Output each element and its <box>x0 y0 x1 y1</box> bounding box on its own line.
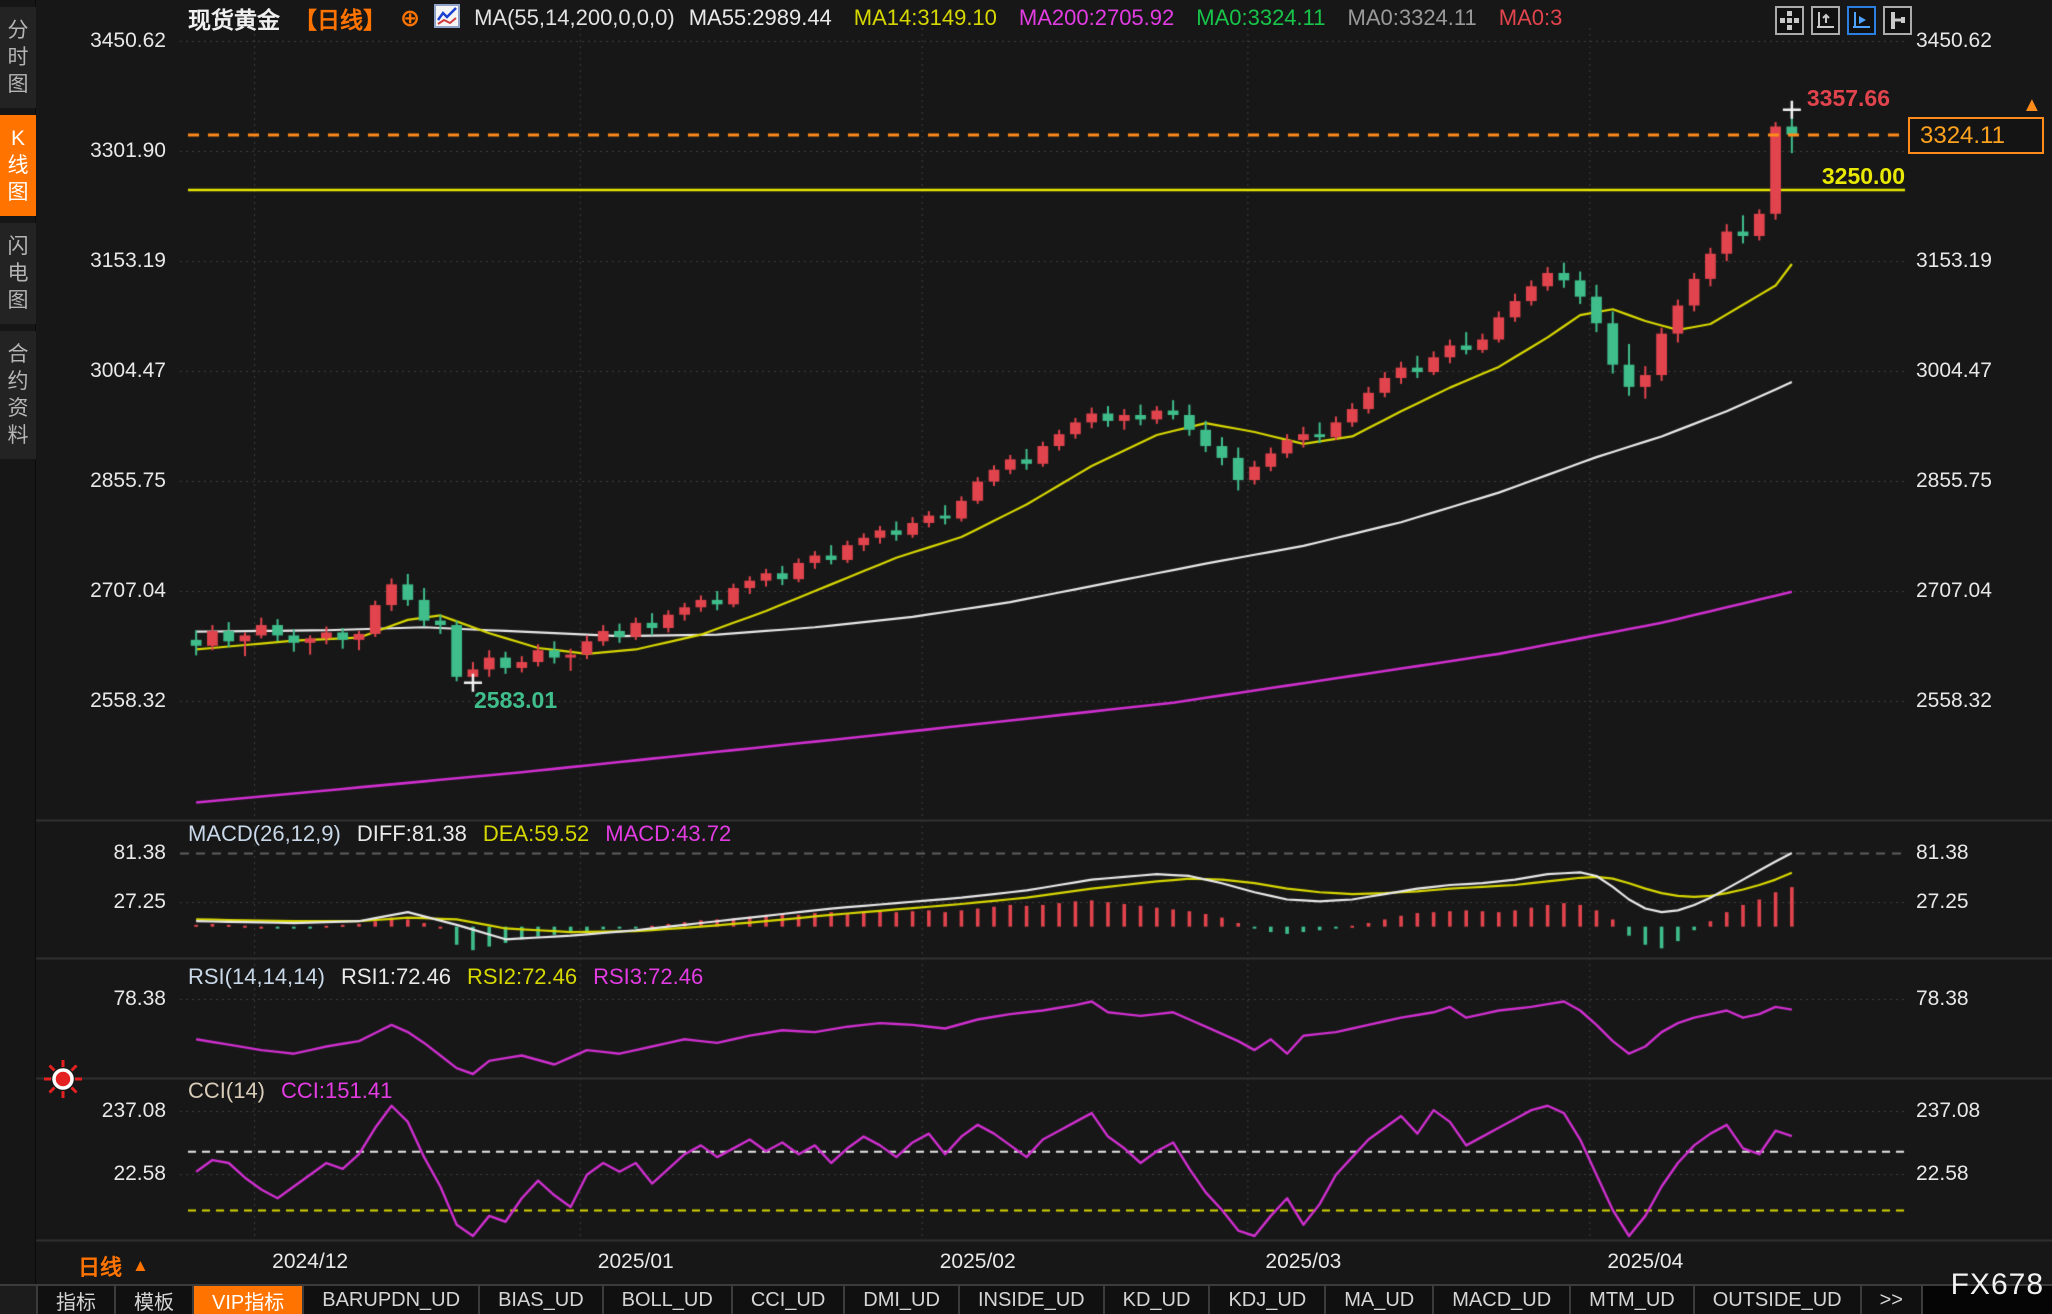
axis-tick-label: 3153.19 <box>90 248 166 272</box>
period-selector-label: 日线 <box>78 1255 123 1280</box>
sidebar-tab[interactable]: 闪电图 <box>0 223 36 324</box>
axis-tick-label: 3301.90 <box>90 139 166 162</box>
toolbar-tab[interactable]: CCI_UD <box>732 1286 846 1314</box>
axis-tick-label: 78.38 <box>1916 987 1969 1010</box>
sidebar-tab[interactable]: 分时图 <box>0 7 36 108</box>
rsi-panel-header: RSI(14,14,14) RSI1:72.46 RSI2:72.46 RSI3… <box>188 964 703 990</box>
axis-tick-label: 2558.32 <box>90 689 166 712</box>
rsi3-value: RSI3:72.46 <box>593 964 704 989</box>
ma-value: MA0:3 <box>1498 5 1563 30</box>
macd-panel-header: MACD(26,12,9) DIFF:81.38 DEA:59.52 MACD:… <box>188 821 731 847</box>
toolbar-tab[interactable]: MA_UD <box>1326 1286 1435 1314</box>
indicator-params: MA(55,14,200,0,0,0) <box>474 5 675 30</box>
axis-tick-label: 3004.47 <box>90 359 166 382</box>
macd-title: MACD(26,12,9) <box>188 821 341 846</box>
dock-price-icon[interactable] <box>1883 6 1912 35</box>
axis-tick-label: 237.08 <box>1916 1099 1981 1122</box>
macd-diff-value: DIFF:81.38 <box>356 821 467 846</box>
cci-panel-header: CCI(14) CCI:151.41 <box>188 1078 392 1104</box>
ma-values: MA55:2989.44 MA14:3149.10 MA200:2705.92 MA0… <box>689 5 1563 31</box>
chevron-up-icon: ▲ <box>132 1256 149 1275</box>
toolbar-tab[interactable]: MACD_UD <box>1434 1286 1572 1314</box>
macd-dea-value: DEA:59.52 <box>482 821 590 846</box>
axis-zoom-active-icon[interactable] <box>1847 6 1876 35</box>
time-axis-label: 2025/02 <box>939 1250 1016 1273</box>
high-price-annotation: 3357.66 <box>1806 85 1890 111</box>
indicator-toolbar: 指标 模板 VIP指标 BARUPDN_UD BIAS_UD BOLL_UD CCI_UD D… <box>0 1284 2052 1314</box>
brand-watermark: FX678 <box>1950 1268 2044 1301</box>
axis-tick-label: 3450.62 <box>90 29 166 52</box>
toolbar-tab[interactable]: BOLL_UD <box>603 1286 733 1314</box>
ma-value: MA14:3149.10 <box>853 5 997 30</box>
toolbar-corner <box>0 1286 38 1314</box>
axis-tick-label: 2558.32 <box>1916 689 1992 712</box>
cci-value: CCI:151.41 <box>281 1078 393 1103</box>
pan-tool-icon[interactable] <box>1775 6 1804 35</box>
toolbar-tab[interactable]: DMI_UD <box>845 1286 960 1314</box>
toolbar-tab[interactable]: BARUPDN_UD <box>304 1286 481 1314</box>
hline-price-label: 3250.00 <box>1821 163 1905 189</box>
toolbar-tab[interactable]: KDJ_UD <box>1210 1286 1327 1314</box>
axis-range-icon[interactable] <box>1811 6 1840 35</box>
last-price-box: 3324.11 <box>1908 117 2044 154</box>
ma-value: MA55:2989.44 <box>688 5 832 30</box>
toolbar-tab[interactable]: 模板 <box>116 1286 194 1314</box>
time-axis-label: 2024/12 <box>272 1250 349 1273</box>
toolbar-tab[interactable]: >> <box>1861 1286 1923 1314</box>
axis-tick-label: 2707.04 <box>1916 578 1992 602</box>
time-axis-label: 2025/01 <box>597 1250 674 1273</box>
rsi1-value: RSI1:72.46 <box>340 964 452 989</box>
axis-tick-label: 2707.04 <box>90 578 166 602</box>
axis-tick-label: 237.08 <box>101 1099 166 1122</box>
alert-record-icon[interactable] <box>42 1058 84 1105</box>
toolbar-tab[interactable]: OUTSIDE_UD <box>1694 1286 1862 1314</box>
mini-chart-icon[interactable] <box>434 3 461 33</box>
axis-tick-label: 81.38 <box>113 841 166 864</box>
toolbar-tab[interactable]: VIP指标 <box>194 1286 305 1314</box>
ma-value: MA0:3324.11 <box>1347 5 1477 30</box>
crosshair-target-icon[interactable]: ⊕ <box>400 4 421 32</box>
axis-tick-label: 3450.62 <box>1916 29 1992 52</box>
axis-tick-label: 27.25 <box>1916 889 1969 913</box>
axis-tick-label: 22.58 <box>113 1161 166 1185</box>
chart-toolbox <box>1775 6 1912 35</box>
ma-value: MA200:2705.92 <box>1018 5 1175 30</box>
period-selector[interactable]: 日线 ▲ <box>78 1250 149 1282</box>
toolbar-tab[interactable]: BIAS_UD <box>480 1286 604 1314</box>
axis-tick-label: 3153.19 <box>1916 248 1992 272</box>
axis-tick-label: 2855.75 <box>90 469 166 492</box>
cci-title: CCI(14) <box>188 1078 266 1103</box>
axis-tick-label: 78.38 <box>113 987 166 1010</box>
toolbar-tab[interactable]: KD_UD <box>1104 1286 1211 1314</box>
toolbar-tab[interactable]: 指标 <box>38 1286 116 1314</box>
axis-tick-label: 22.58 <box>1916 1161 1969 1185</box>
rsi2-value: RSI2:72.46 <box>467 964 578 989</box>
period-label[interactable]: 【日线】 <box>294 7 386 33</box>
ma-value: MA0:3324.11 <box>1196 5 1326 30</box>
time-axis-label: 2025/04 <box>1607 1250 1684 1273</box>
toolbar-tab[interactable]: MTM_UD <box>1571 1286 1695 1314</box>
axis-tick-label: 81.38 <box>1916 841 1969 864</box>
axis-tick-label: 3004.47 <box>1916 359 1992 382</box>
chart-header: 现货黄金 【日线】 ⊕ MA(55,14,200,0,0,0) MA55:298… <box>188 3 1563 33</box>
rsi-title: RSI(14,14,14) <box>188 964 325 989</box>
time-axis-label: 2025/03 <box>1265 1250 1342 1273</box>
price-up-arrow-icon: ▲ <box>2022 94 2042 116</box>
axis-tick-label: 27.25 <box>113 889 166 913</box>
sidebar-tab[interactable]: 合约资料 <box>0 331 36 459</box>
toolbar-tab[interactable]: INSIDE_UD <box>959 1286 1105 1314</box>
toolbar-filler <box>1922 1286 2052 1314</box>
axis-tick-label: 2855.75 <box>1916 469 1992 492</box>
symbol-name: 现货黄金 <box>188 7 280 33</box>
low-price-annotation: 2583.01 <box>474 687 558 713</box>
macd-value: MACD:43.72 <box>605 821 732 846</box>
